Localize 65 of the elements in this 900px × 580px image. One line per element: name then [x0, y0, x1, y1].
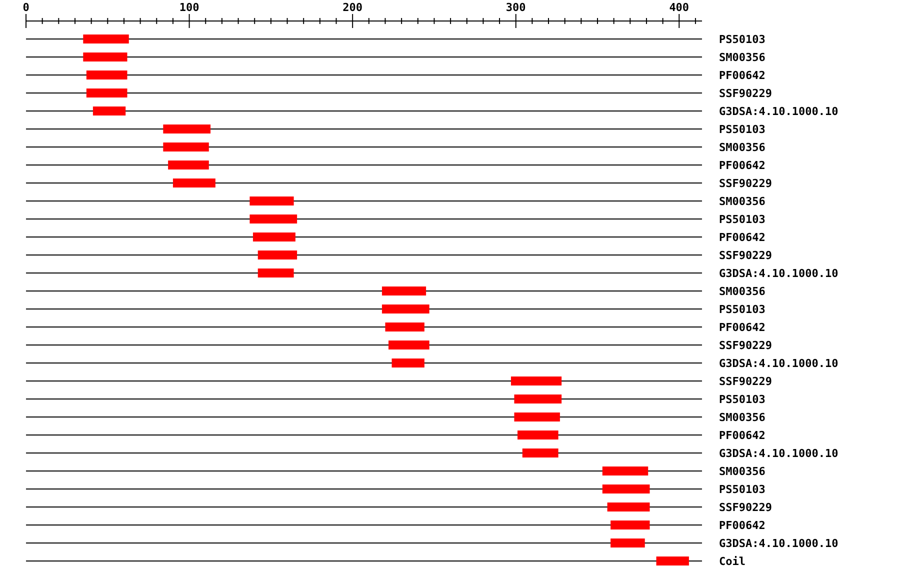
y-tick-label: G3DSA:4.10.1000.10: [719, 267, 838, 280]
y-tick-label: PS50103: [719, 213, 766, 226]
bar: [163, 124, 211, 134]
y-tick-label: PS50103: [719, 123, 766, 136]
x-tick-label: 0: [22, 1, 30, 14]
bar: [258, 268, 294, 278]
y-tick-label: SSF90229: [719, 375, 772, 388]
bar: [522, 448, 558, 458]
bar: [168, 160, 209, 170]
y-tick-label: PS50103: [719, 483, 766, 496]
y-tick-label: PS50103: [719, 33, 766, 46]
y-tick-label: SM00356: [719, 411, 766, 424]
y-tick-label: G3DSA:4.10.1000.10: [719, 537, 838, 550]
bar: [602, 466, 648, 476]
y-tick-label: G3DSA:4.10.1000.10: [719, 447, 838, 460]
x-tick-label: 100: [179, 1, 200, 14]
y-tick-label: SSF90229: [719, 501, 772, 514]
y-tick-label: PS50103: [719, 303, 766, 316]
bar: [392, 358, 424, 368]
bar: [382, 286, 426, 296]
y-tick-label: SSF90229: [719, 87, 772, 100]
y-tick-label: SSF90229: [719, 249, 772, 262]
y-tick-label: SM00356: [719, 51, 766, 64]
bar: [514, 412, 560, 422]
x-tick-label: 400: [669, 1, 690, 14]
y-tick-label: PF00642: [719, 429, 766, 442]
bar: [514, 394, 562, 404]
bar: [92, 106, 126, 116]
y-tick-label: Coil: [719, 555, 746, 568]
bar: [86, 70, 128, 80]
bar: [83, 52, 128, 62]
y-tick-label: PF00642: [719, 69, 766, 82]
bar: [172, 178, 216, 188]
bar: [385, 322, 424, 332]
bar: [258, 250, 298, 260]
x-tick-label: 200: [342, 1, 363, 14]
bar: [610, 538, 645, 548]
bar: [656, 556, 689, 566]
y-tick-label: SM00356: [719, 465, 766, 478]
y-tick-label: SSF90229: [719, 177, 772, 190]
y-tick-label: G3DSA:4.10.1000.10: [719, 105, 838, 118]
y-tick-label: PF00642: [719, 231, 766, 244]
y-tick-label: SM00356: [719, 285, 766, 298]
y-tick-label: PF00642: [719, 519, 766, 532]
bar: [388, 340, 430, 350]
y-tick-label: PS50103: [719, 393, 766, 406]
bar: [517, 430, 558, 440]
y-tick-label: PF00642: [719, 159, 766, 172]
bar: [510, 376, 562, 386]
bar: [250, 214, 298, 224]
y-tick-label: G3DSA:4.10.1000.10: [719, 357, 838, 370]
bar: [250, 196, 294, 206]
bar: [382, 304, 430, 314]
y-tick-label: SSF90229: [719, 339, 772, 352]
bar: [602, 484, 650, 494]
y-tick-label: PF00642: [719, 321, 766, 334]
bar: [610, 520, 650, 530]
y-tick-label: SM00356: [719, 195, 766, 208]
bar: [163, 142, 209, 152]
bar: [607, 502, 650, 512]
bar: [83, 34, 129, 44]
x-tick-label: 300: [506, 1, 526, 14]
bar: [252, 232, 296, 242]
y-tick-label: SM00356: [719, 141, 766, 154]
bar: [86, 88, 128, 98]
